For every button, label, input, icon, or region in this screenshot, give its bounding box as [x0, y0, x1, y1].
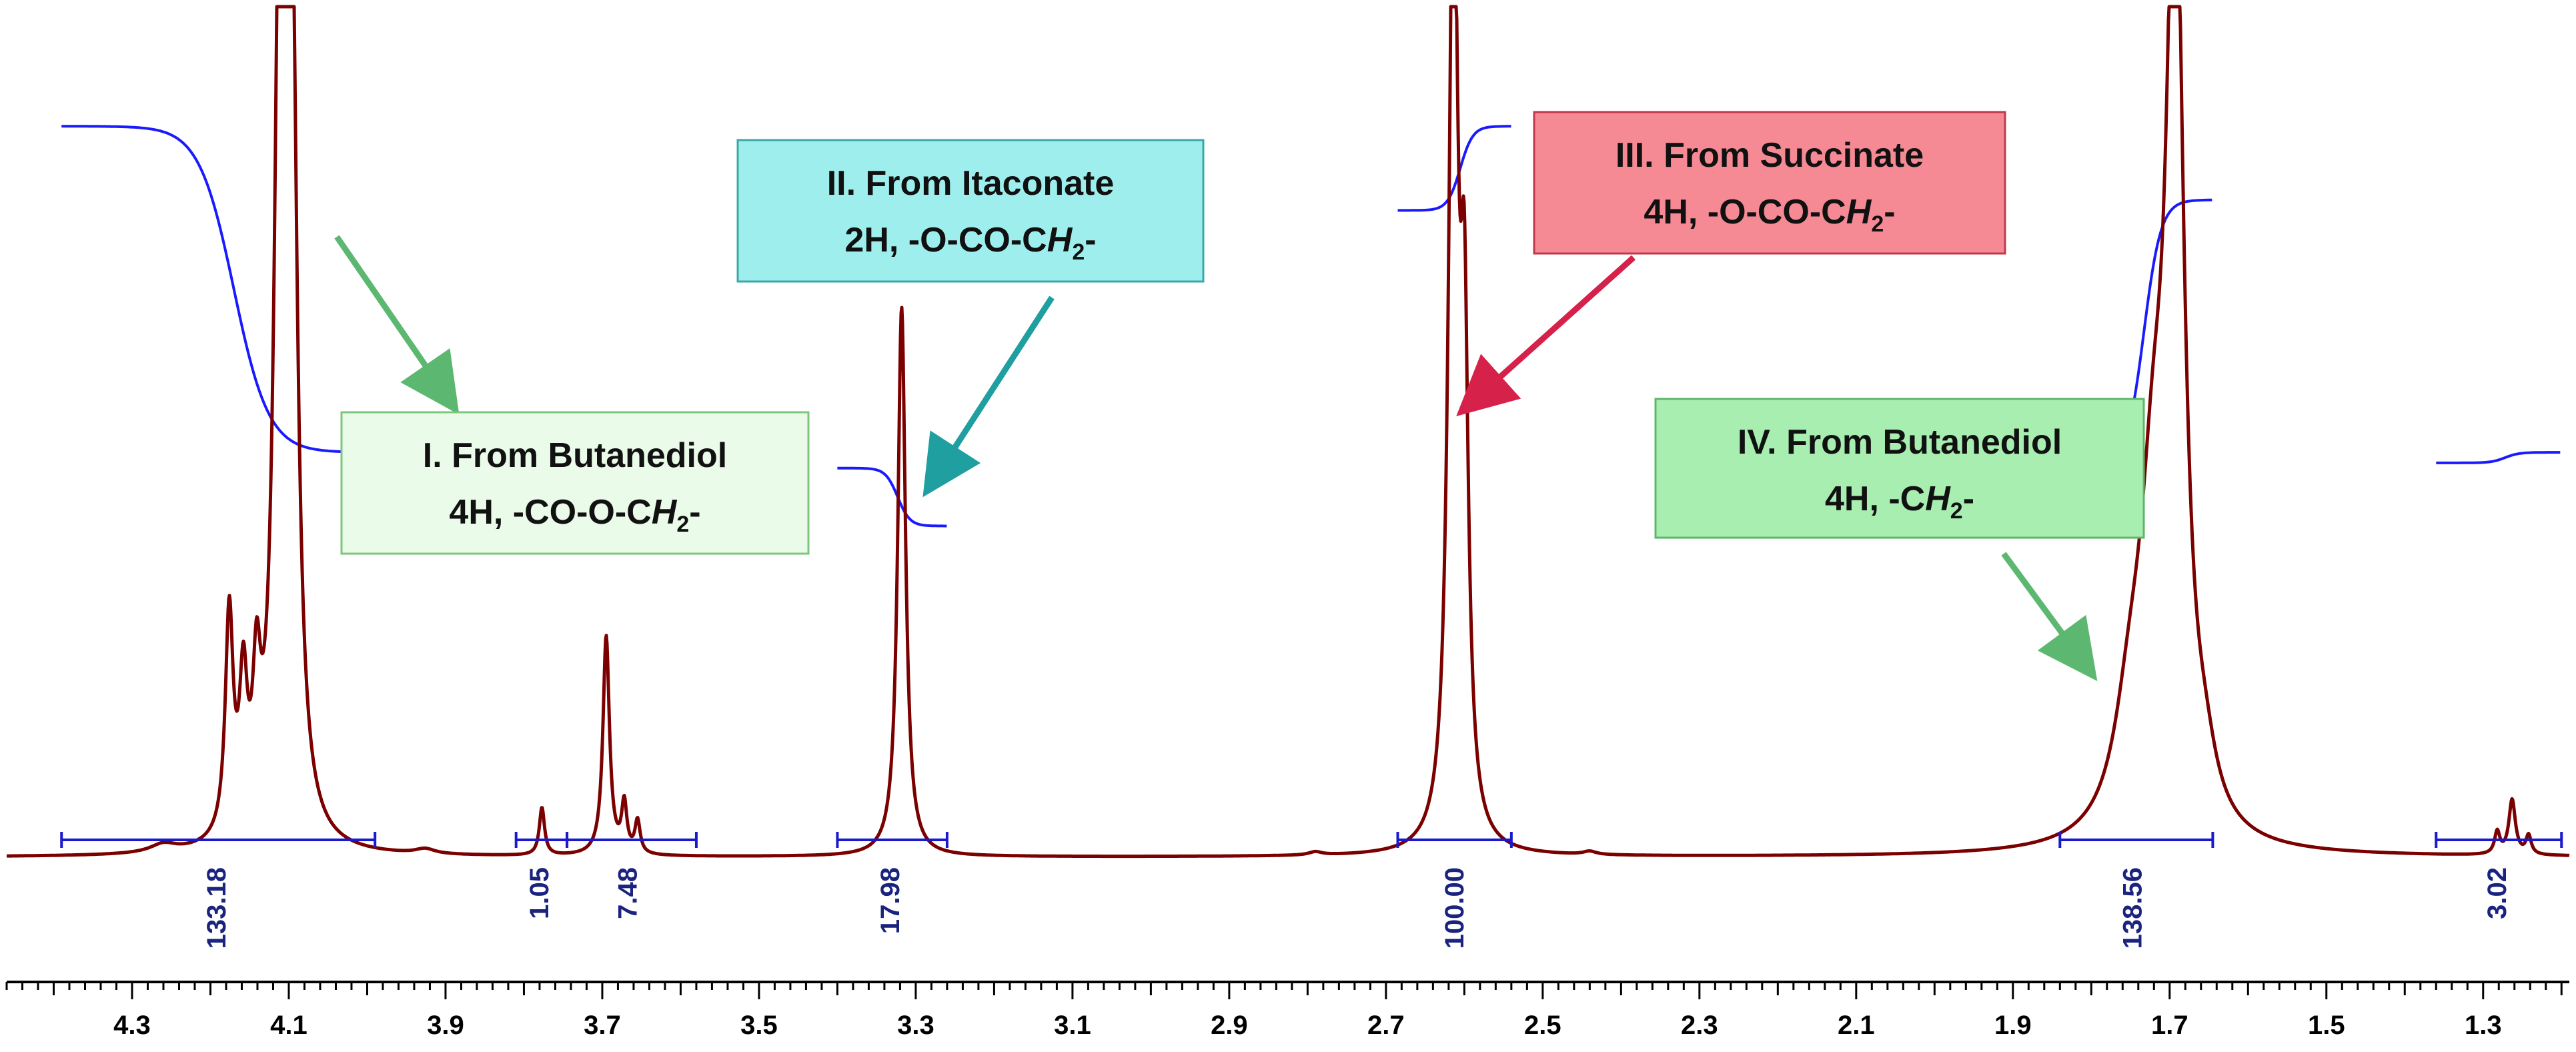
x-tick-label: 2.7: [1367, 1011, 1405, 1040]
x-tick-label: 4.3: [113, 1011, 151, 1040]
x-tick-label: 3.7: [584, 1011, 621, 1040]
annotation-box-2-line2: 2H, -O-CO-CH2-: [844, 221, 1096, 265]
x-tick-label: 1.7: [2151, 1011, 2188, 1040]
integral-value-label: 100.00: [1440, 867, 1469, 949]
x-tick-label: 3.9: [427, 1011, 464, 1040]
annotation-arrow-1: [334, 235, 460, 415]
annotation-box-1: I. From Butanediol 4H, -CO-O-CH2-: [340, 411, 810, 555]
integration-bars: [60, 832, 2563, 848]
annotation-box-2: II. From Itaconate 2H, -O-CO-CH2-: [736, 139, 1205, 283]
annotation-box-4-line2: 4H, -CH2-: [1825, 480, 1974, 524]
x-tick-label: 3.5: [740, 1011, 778, 1040]
integral-value-label: 138.56: [2118, 867, 2147, 949]
x-tick-label: 1.5: [2308, 1011, 2345, 1040]
x-tick-label: 3.1: [1054, 1011, 1091, 1040]
annotation-box-1-bg: [340, 411, 810, 555]
integral-value-label: 3.02: [2483, 867, 2512, 919]
integral-curve: [1397, 125, 1511, 212]
x-tick-label: 1.3: [2465, 1011, 2502, 1040]
integral-curve: [837, 466, 947, 528]
annotation-box-4: IV. From Butanediol 4H, -CH2-: [1654, 398, 2145, 539]
x-tick-label: 3.3: [897, 1011, 934, 1040]
x-axis: 4.3 4.1 3.9 3.7 3.5 3.3 3.1 2.9 2.7 2.5 2.3 2.1 1.9 1…: [5, 981, 2569, 1040]
annotation-box-3: III. From Succinate 4H, -O-CO-CH2-: [1533, 111, 2006, 255]
annotation-arrow-3: [1456, 255, 1636, 417]
integral-labels: 133.18 1.05 7.48 17.98 100.00 138.56 3.02: [202, 867, 2512, 949]
integral-curve: [61, 125, 374, 454]
annotation-arrow-4: [2001, 552, 2098, 682]
integral-curve: [2436, 451, 2561, 464]
x-tick-label: 2.3: [1681, 1011, 1718, 1040]
x-tick-label: 2.9: [1211, 1011, 1248, 1040]
annotation-box-3-bg: [1533, 111, 2006, 255]
x-tick-label: 1.9: [1994, 1011, 2032, 1040]
annotation-box-2-line1: II. From Itaconate: [827, 164, 1115, 203]
annotation-box-4-bg: [1654, 398, 2145, 539]
annotation-box-1-line1: I. From Butanediol: [423, 436, 727, 475]
annotation-arrow-2: [922, 296, 1055, 498]
integral-value-label: 7.48: [614, 867, 643, 919]
x-tick-label: 2.1: [1838, 1011, 1875, 1040]
annotation-box-3-line2: 4H, -O-CO-CH2-: [1644, 193, 1895, 237]
integral-value-label: 1.05: [525, 867, 554, 919]
annotation-box-2-bg: [736, 139, 1205, 283]
x-tick-label: 2.5: [1524, 1011, 1561, 1040]
annotation-box-3-line1: III. From Succinate: [1616, 136, 1924, 175]
integral-value-label: 133.18: [202, 867, 231, 949]
x-tick-label: 4.1: [270, 1011, 307, 1040]
integral-value-label: 17.98: [876, 867, 905, 934]
annotation-box-4-line1: IV. From Butanediol: [1738, 423, 2062, 462]
annotation-box-1-line2: 4H, -CO-O-CH2-: [449, 493, 700, 537]
